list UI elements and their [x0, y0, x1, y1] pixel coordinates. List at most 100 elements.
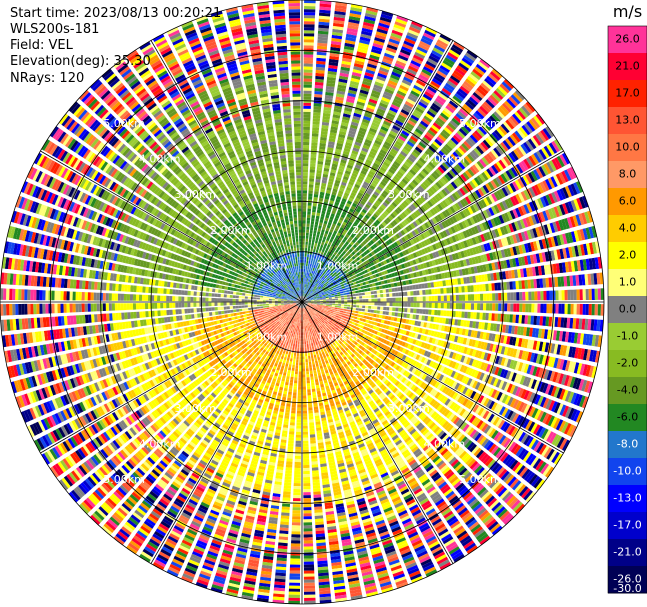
velocity-gate: [341, 278, 345, 282]
velocity-gate: [303, 45, 314, 49]
velocity-gate: [419, 302, 423, 308]
velocity-gate: [377, 225, 383, 231]
velocity-gate: [314, 191, 319, 195]
velocity-gate: [311, 133, 319, 137]
velocity-gate: [315, 78, 324, 83]
velocity-gate: [357, 314, 361, 318]
velocity-gate: [463, 103, 473, 113]
velocity-gate: [317, 281, 320, 284]
velocity-gate: [316, 299, 320, 301]
velocity-gate: [321, 286, 325, 289]
velocity-gate: [411, 87, 422, 95]
velocity-gate: [411, 191, 418, 199]
velocity-gate: [366, 316, 370, 320]
velocity-gate: [448, 169, 456, 178]
velocity-gate: [345, 189, 351, 195]
velocity-gate: [342, 311, 347, 314]
velocity-gate: [382, 201, 389, 208]
velocity-gate: [383, 227, 389, 233]
velocity-gate: [408, 232, 414, 238]
velocity-gate: [316, 172, 322, 177]
velocity-gate: [476, 312, 480, 320]
velocity-gate: [308, 245, 311, 249]
velocity-gate: [373, 249, 378, 254]
velocity-gate: [310, 299, 314, 301]
velocity-gate: [334, 10, 346, 16]
velocity-gate: [337, 309, 341, 312]
velocity-gate: [307, 202, 312, 206]
velocity-gate: [326, 79, 336, 84]
velocity-gate: [459, 85, 470, 95]
velocity-gate: [319, 194, 324, 199]
velocity-gate: [310, 290, 313, 294]
velocity-gate: [497, 227, 503, 237]
velocity-gate: [342, 150, 350, 156]
velocity-gate: [316, 57, 326, 62]
velocity-gate: [434, 119, 444, 128]
velocity-gate: [445, 54, 457, 63]
velocity-gate: [544, 251, 550, 262]
velocity-gate: [561, 170, 569, 183]
velocity-gate: [481, 156, 490, 166]
velocity-gate: [365, 302, 369, 305]
velocity-gate: [303, 21, 315, 25]
velocity-gate: [355, 104, 365, 110]
velocity-gate: [392, 292, 396, 297]
velocity-gate: [320, 232, 324, 236]
velocity-gate: [330, 310, 334, 312]
velocity-gate: [400, 229, 406, 236]
velocity-gate: [385, 173, 392, 180]
velocity-gate: [480, 244, 486, 253]
velocity-gate: [401, 243, 407, 250]
velocity-gate: [322, 173, 329, 178]
velocity-gate: [337, 277, 342, 281]
velocity-gate: [367, 228, 372, 234]
velocity-gate: [559, 248, 565, 260]
velocity-gate: [349, 262, 353, 267]
velocity-gate: [585, 258, 591, 270]
velocity-gate: [315, 249, 319, 254]
velocity-gate: [379, 195, 385, 201]
velocity-gate: [375, 34, 386, 40]
velocity-gate: [428, 309, 432, 315]
velocity-gate: [479, 284, 483, 292]
velocity-gate: [327, 274, 331, 278]
velocity-gate: [307, 214, 311, 218]
velocity-gate: [333, 291, 337, 294]
velocity-gate: [503, 282, 507, 290]
velocity-gate: [369, 266, 374, 271]
velocity-gate: [308, 301, 311, 302]
velocity-gate: [458, 269, 463, 276]
velocity-gate: [356, 178, 363, 184]
velocity-gate: [309, 290, 312, 293]
velocity-gate: [305, 232, 309, 236]
velocity-gate: [463, 277, 468, 284]
velocity-gate: [310, 248, 313, 252]
velocity-gate: [347, 299, 351, 302]
velocity-gate: [404, 249, 410, 255]
velocity-gate: [340, 214, 346, 219]
velocity-gate: [573, 230, 580, 242]
velocity-gate: [403, 76, 413, 84]
velocity-gate: [416, 227, 422, 234]
velocity-gate: [379, 276, 384, 281]
velocity-gate: [330, 260, 334, 265]
velocity-gate: [514, 269, 519, 279]
velocity-gate: [535, 167, 544, 179]
velocity-gate: [431, 196, 439, 204]
velocity-gate: [494, 313, 498, 322]
velocity-gate: [361, 308, 365, 312]
velocity-gate: [499, 201, 506, 211]
velocity-gate: [377, 262, 382, 268]
velocity-gate: [303, 287, 305, 291]
velocity-gate: [514, 89, 525, 101]
velocity-gate: [303, 277, 305, 281]
velocity-gate: [393, 248, 399, 254]
velocity-gate: [488, 207, 495, 216]
velocity-gate: [331, 243, 335, 247]
velocity-gate: [507, 292, 511, 301]
velocity-gate: [302, 232, 306, 236]
velocity-gate: [307, 291, 309, 295]
velocity-gate: [491, 262, 496, 271]
velocity-gate: [401, 190, 408, 197]
